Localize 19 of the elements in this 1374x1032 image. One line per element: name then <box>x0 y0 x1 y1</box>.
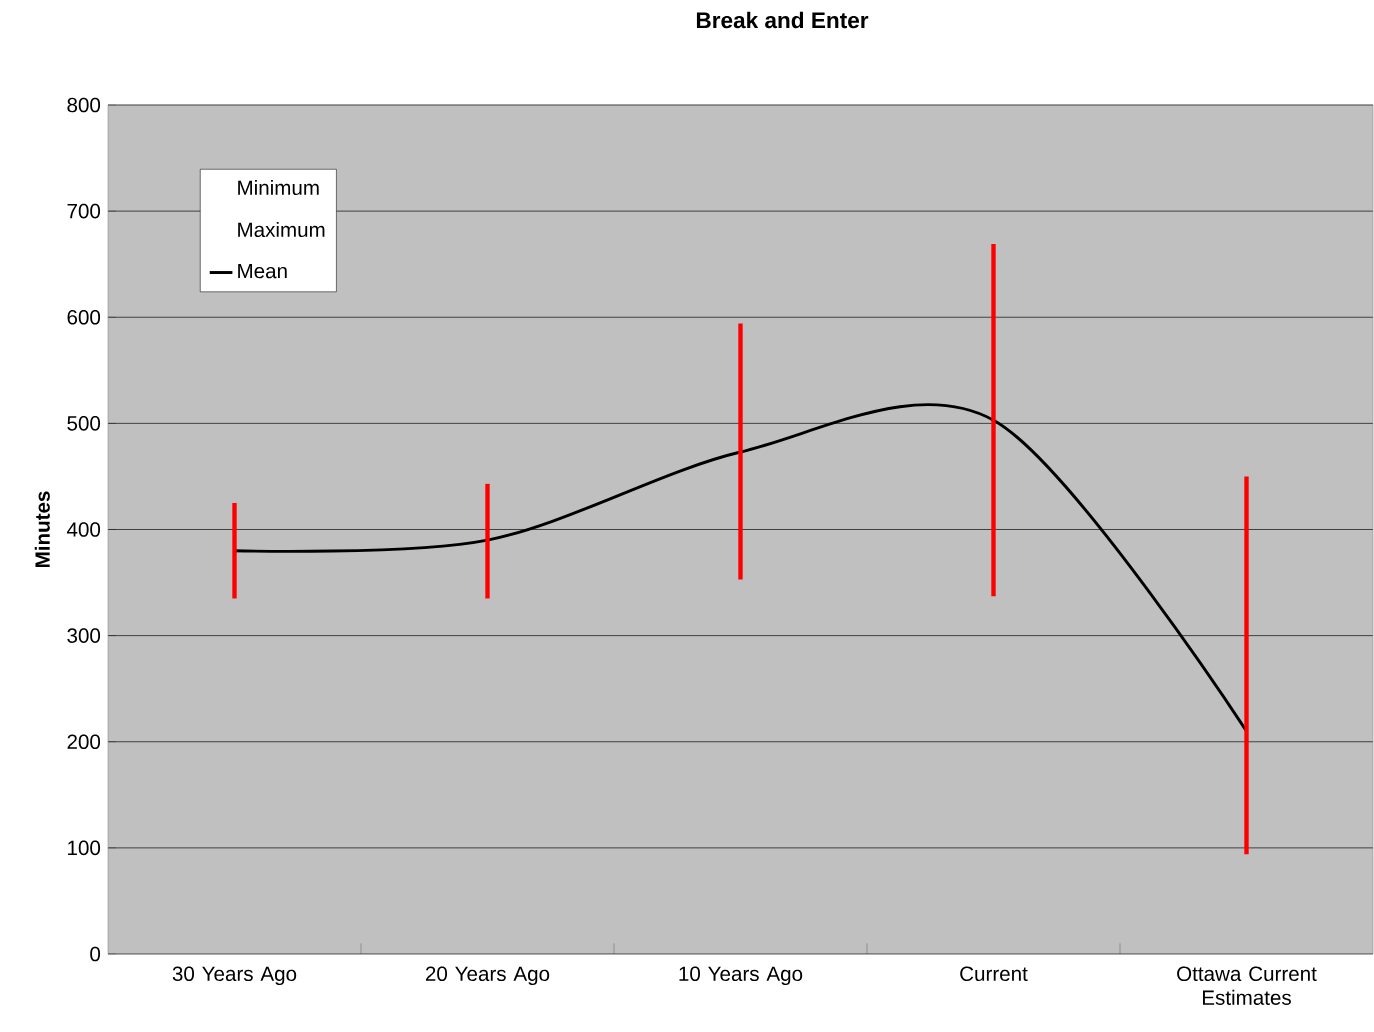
y-tick-label: 400 <box>67 522 101 537</box>
x-tick-label: 10 Years Ago <box>679 966 803 986</box>
y-tick-label: 800 <box>67 97 101 113</box>
chart-title: Break and Enter <box>696 11 869 29</box>
y-tick-label: 100 <box>68 840 101 856</box>
x-tick-label: 30 Years Ago <box>172 966 297 986</box>
y-tick-label: 500 <box>67 416 101 431</box>
y-tick-label: 700 <box>67 203 101 219</box>
legend-label: Mean <box>238 263 287 279</box>
y-tick-label: 0 <box>90 946 101 962</box>
y-tick-label: 300 <box>67 628 101 643</box>
annotation: Minimum <box>238 179 319 196</box>
annotation: Maximum <box>238 221 325 238</box>
x-tick-label: 20 Years Ago <box>425 966 550 986</box>
y-tick-label: 200 <box>67 734 101 750</box>
y-tick-label: 600 <box>67 309 101 325</box>
x-tick-label: Ottawa Current Estimates <box>1177 966 1317 1005</box>
x-tick-label: Current <box>960 966 1028 982</box>
y-axis-title: Minutes <box>34 491 50 568</box>
